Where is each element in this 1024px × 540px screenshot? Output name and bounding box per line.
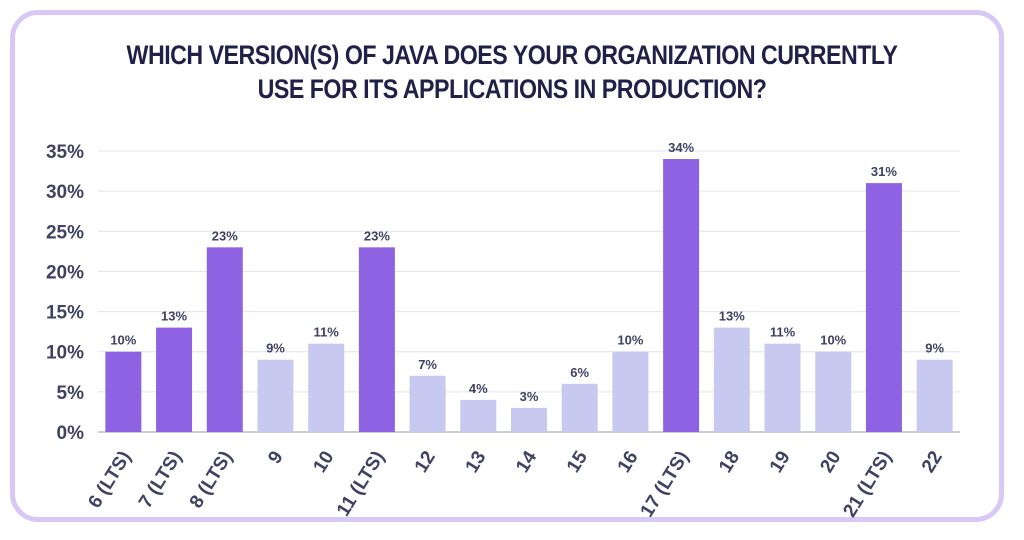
bar	[257, 359, 294, 432]
x-tick-label: 15	[563, 447, 592, 476]
bar	[460, 399, 497, 432]
data-label: 10%	[820, 333, 846, 348]
data-label: 10%	[617, 333, 643, 348]
x-tick-label: 7 (LTS)	[135, 448, 186, 513]
bar	[511, 407, 547, 432]
chart-title-line-2: USE FOR ITS APPLICATIONS IN PRODUCTION?	[257, 74, 767, 104]
x-tick-label: 10	[309, 448, 338, 477]
x-tick-label: 8 (LTS)	[186, 448, 237, 513]
data-label: 9%	[925, 341, 944, 356]
data-label: 9%	[266, 341, 285, 356]
bar	[358, 247, 395, 432]
data-label: 4%	[469, 381, 488, 396]
y-tick-label: 20%	[46, 262, 84, 283]
x-tick-label: 18	[715, 448, 744, 477]
bar	[156, 327, 193, 432]
data-label: 11%	[770, 325, 796, 340]
y-tick-label: 15%	[46, 303, 84, 324]
bar	[409, 375, 446, 432]
x-tick-label: 12	[411, 448, 440, 477]
bar	[916, 359, 953, 432]
data-label: 31%	[871, 164, 897, 179]
data-label: 23%	[364, 228, 390, 243]
data-label: 11%	[314, 325, 340, 340]
x-tick-label: 17 (LTS)	[637, 448, 694, 521]
x-tick-label: 13	[462, 448, 491, 477]
bar	[206, 247, 243, 432]
chart-card	[10, 10, 1004, 522]
chart-title-line-1: WHICH VERSION(S) OF JAVA DOES YOUR ORGAN…	[126, 40, 898, 70]
data-label: 34%	[668, 140, 694, 155]
bar	[308, 343, 345, 432]
y-tick-label: 35%	[46, 142, 84, 163]
bar	[612, 351, 649, 432]
data-label: 13%	[161, 309, 187, 324]
data-label: 3%	[520, 389, 539, 404]
x-tick-label: 22	[918, 448, 947, 477]
y-tick-label: 10%	[46, 343, 84, 364]
bar	[105, 351, 142, 432]
data-label: 6%	[570, 365, 589, 380]
bar	[764, 343, 801, 432]
data-label: 10%	[110, 333, 136, 348]
x-tick-label: 9	[264, 448, 287, 468]
x-tick-label: 20	[816, 448, 845, 477]
x-tick-label: 6 (LTS)	[84, 448, 135, 513]
chart-title: WHICH VERSION(S) OF JAVA DOES YOUR ORGAN…	[72, 38, 953, 106]
x-tick-label: 19	[766, 448, 795, 477]
data-label: 23%	[212, 228, 238, 243]
data-label: 13%	[719, 309, 745, 324]
data-label: 7%	[418, 357, 437, 372]
y-tick-label: 0%	[57, 423, 85, 444]
bar	[815, 351, 852, 432]
y-tick-label: 25%	[46, 222, 84, 243]
x-tick-label: 11 (LTS)	[333, 448, 389, 521]
y-tick-label: 30%	[46, 182, 84, 203]
x-tick-label: 14	[512, 447, 541, 476]
bar	[713, 327, 750, 432]
x-tick-label: 16	[614, 448, 643, 477]
bar	[561, 383, 598, 432]
bar	[865, 183, 902, 432]
y-tick-label: 5%	[57, 383, 85, 404]
x-tick-label: 21 (LTS)	[839, 448, 896, 521]
bar	[663, 159, 700, 432]
